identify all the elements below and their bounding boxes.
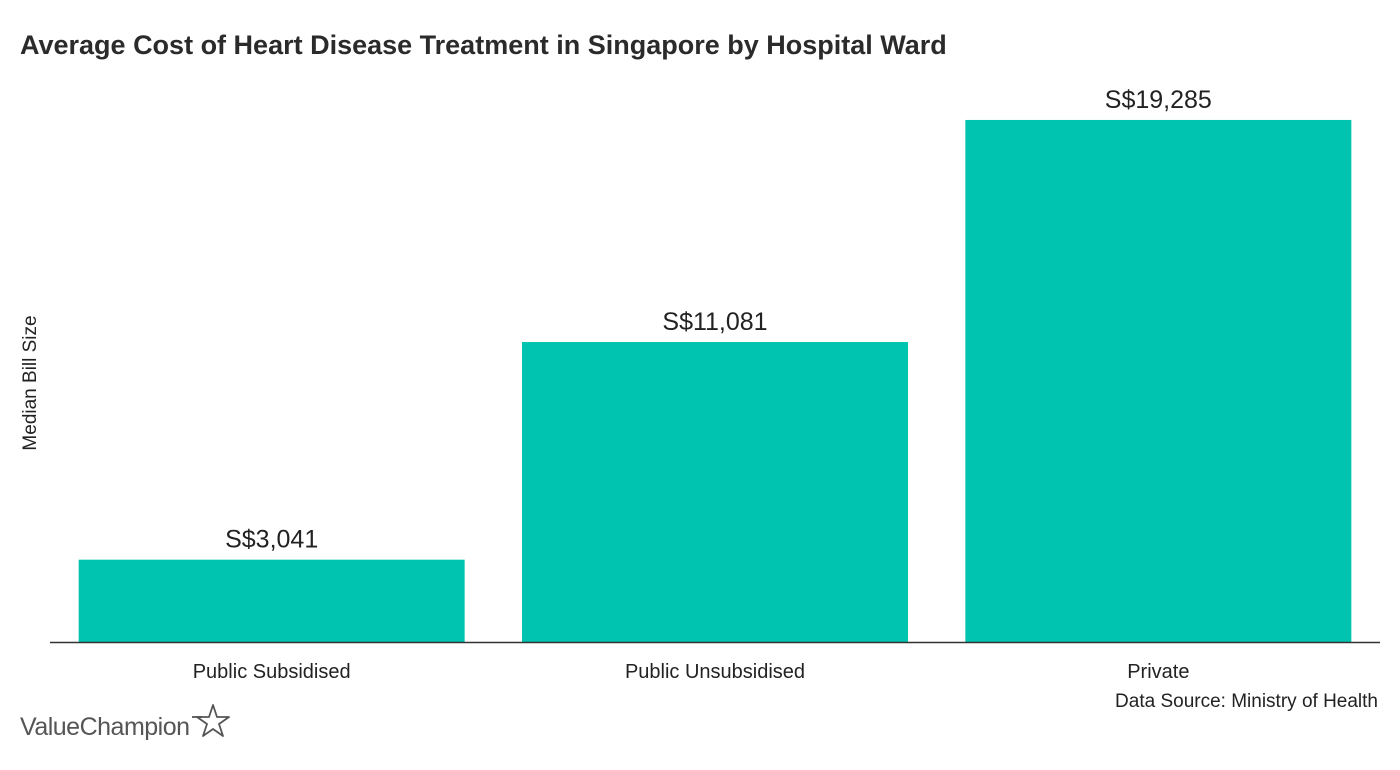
bar-private [965, 119, 1352, 642]
bar-public-unsubsidised [522, 342, 908, 642]
brand-logo: ValueChampion [20, 702, 230, 752]
brand-name: ValueChampion [20, 712, 190, 741]
bar-public-subsidised [78, 559, 465, 642]
data-source: Data Source: Ministry of Health [1115, 691, 1378, 712]
data-label: S$3,041 [225, 526, 318, 554]
data-label: S$19,285 [1105, 86, 1212, 114]
x-tick-label: Public Subsidised [193, 661, 351, 683]
x-tick-label: Private [1127, 661, 1189, 683]
x-tick-label: Public Unsubsidised [625, 661, 805, 683]
y-axis-label: Median Bill Size [20, 315, 41, 450]
data-label: S$11,081 [662, 308, 767, 336]
star-outline-icon [191, 704, 230, 737]
chart-title: Average Cost of Heart Disease Treatment … [20, 30, 947, 60]
